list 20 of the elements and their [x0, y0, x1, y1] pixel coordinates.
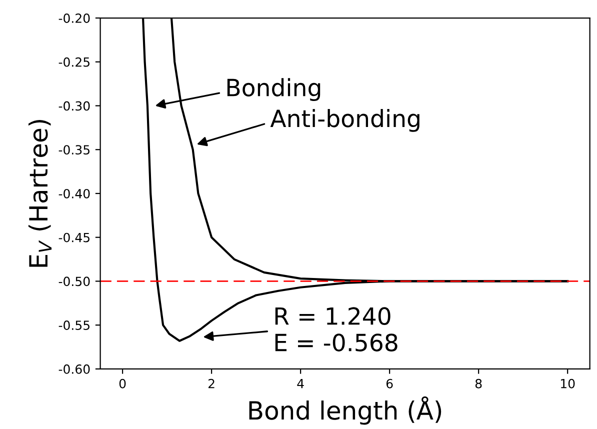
y-tick-label: -0.35 — [58, 145, 90, 155]
y-axis-title: E$_{V}$ (Hartree) — [28, 120, 52, 267]
annotation: Anti-bonding — [270, 109, 420, 132]
x-tick-label: 4 — [297, 379, 304, 388]
y-tick-label: -0.20 — [58, 13, 90, 23]
x-tick-label: 6 — [386, 378, 393, 388]
y-tick-label: -0.25 — [58, 57, 90, 67]
x-tick-label: 2 — [208, 378, 214, 388]
y-tick-label: -0.60 — [58, 364, 90, 374]
annotation: Bonding — [227, 78, 320, 102]
y-tick-label: -0.40 — [58, 188, 90, 198]
y-tick-label: -0.30 — [58, 101, 90, 111]
x-tick-label: 0 — [119, 378, 126, 388]
y-tick-label: -0.45 — [58, 232, 90, 242]
x-tick-label: 10 — [561, 378, 575, 388]
y-tick-label: -0.55 — [58, 320, 90, 330]
y-tick-label: -0.50 — [58, 276, 90, 286]
x-tick-label: 8 — [475, 378, 482, 388]
x-axis-title: Bond length (Å) — [249, 396, 442, 425]
annotation: R = 1.240 E = -0.568 — [275, 307, 398, 352]
